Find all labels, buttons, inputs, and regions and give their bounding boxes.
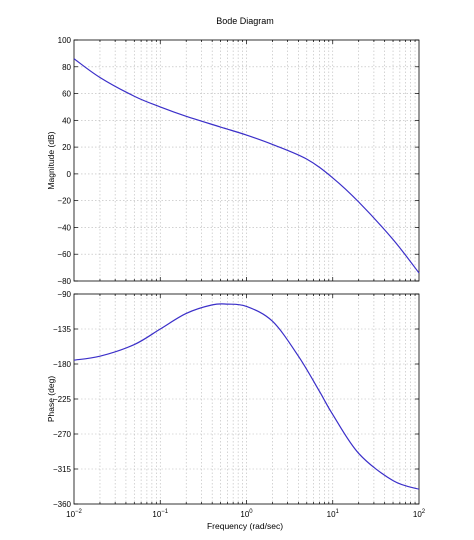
magnitude-y-tick-label: −60 [57,250,71,259]
magnitude-frame [73,39,420,282]
magnitude-y-tick-label: 20 [62,143,71,152]
chart-title: Bode Diagram [216,16,274,26]
phase-y-tick-label: −90 [57,290,71,299]
x-tick-label: 100 [240,509,253,519]
magnitude-y-tick-label: 100 [58,36,72,45]
x-tick-labels: 10−2 10−1 100 101 102 [66,509,426,519]
phase-y-tick-label: −225 [53,395,72,404]
phase-y-axis-label: Phase (deg) [46,376,56,422]
magnitude-y-tick-label: 0 [67,170,72,179]
phase-panel: −90 −135 −180 −225 −270 −315 −360 Phase (deg) [46,290,420,509]
phase-frame [73,293,420,505]
magnitude-y-tick-label: 40 [62,116,71,125]
phase-y-tick-label: −360 [53,500,72,509]
phase-curve [73,303,420,490]
magnitude-y-tick-label: 80 [62,63,71,72]
x-tick-label: 10−2 [66,509,82,519]
magnitude-y-tick-label: −80 [57,277,71,286]
magnitude-y-axis-label: Magnitude (dB) [46,131,56,189]
magnitude-y-tick-label: −40 [57,223,71,232]
x-tick-label: 10−1 [152,509,168,519]
magnitude-panel: 100 80 60 40 20 0 −20 −40 −60 −80 Magnitude (dB) [46,36,420,286]
x-tick-label: 101 [327,509,340,519]
magnitude-y-tick-label: 60 [62,90,71,99]
phase-y-tick-label: −315 [53,465,72,474]
magnitude-curve [73,58,420,274]
x-axis-label: Frequency (rad/sec) [207,521,283,531]
x-tick-label: 102 [413,509,426,519]
phase-y-tick-label: −180 [53,360,72,369]
phase-y-tick-label: −270 [53,430,72,439]
phase-y-tick-label: −135 [53,325,72,334]
magnitude-y-tick-label: −20 [57,197,71,206]
